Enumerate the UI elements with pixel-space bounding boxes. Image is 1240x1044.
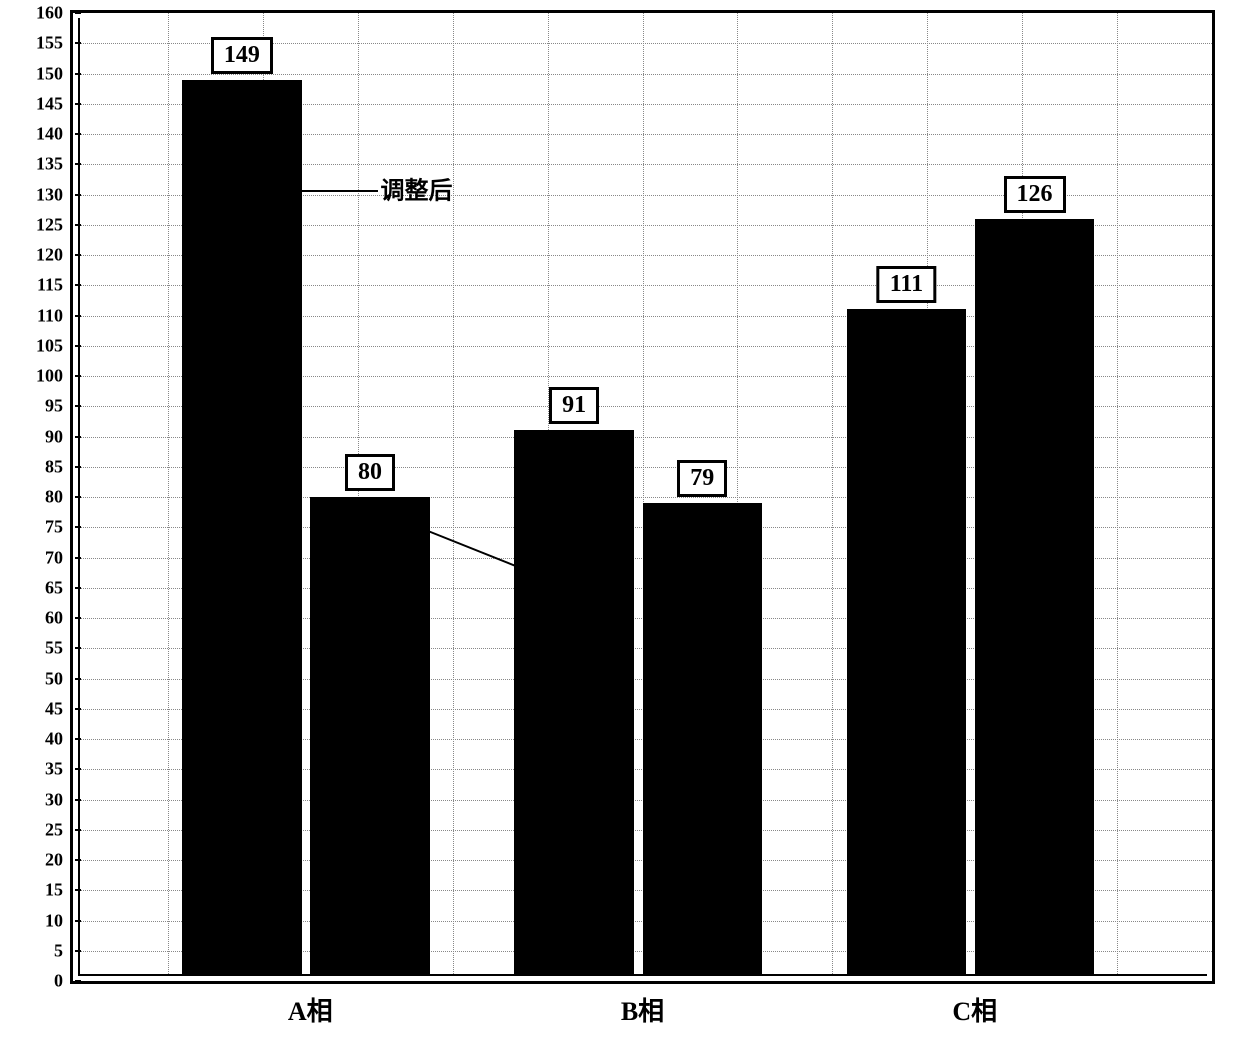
y-tick-mark xyxy=(75,859,81,861)
y-tick-label: 80 xyxy=(45,487,63,508)
gridline-v xyxy=(168,13,169,974)
bar xyxy=(643,503,763,974)
y-tick-label: 25 xyxy=(45,819,63,840)
y-tick-label: 145 xyxy=(36,93,63,114)
value-label: 91 xyxy=(549,387,599,424)
value-label: 111 xyxy=(877,266,936,303)
y-tick-label: 40 xyxy=(45,729,63,750)
bar xyxy=(514,430,634,974)
y-tick-mark xyxy=(75,678,81,680)
y-tick-mark xyxy=(75,284,81,286)
y-tick-mark xyxy=(75,768,81,770)
y-tick-mark xyxy=(75,375,81,377)
y-tick-label: 120 xyxy=(36,245,63,266)
y-tick-label: 135 xyxy=(36,154,63,175)
bar xyxy=(975,219,1095,974)
y-tick-mark xyxy=(75,950,81,952)
y-tick-mark xyxy=(75,224,81,226)
gridline-h xyxy=(80,74,1212,75)
y-tick-label: 0 xyxy=(54,971,63,992)
y-tick-mark xyxy=(75,980,81,982)
y-tick-label: 10 xyxy=(45,910,63,931)
y-tick-mark xyxy=(75,920,81,922)
y-tick-label: 75 xyxy=(45,517,63,538)
y-tick-mark xyxy=(75,42,81,44)
y-tick-label: 110 xyxy=(37,305,63,326)
value-label: 79 xyxy=(677,460,727,497)
annotation-pointer xyxy=(302,190,378,192)
x-category-label: B相 xyxy=(621,991,664,1028)
bar xyxy=(182,80,302,974)
x-category-label: C相 xyxy=(952,991,997,1028)
y-tick-label: 65 xyxy=(45,577,63,598)
plot-area: 0510152025303540455055606570758085909510… xyxy=(70,10,1215,984)
y-tick-mark xyxy=(75,647,81,649)
y-tick-label: 50 xyxy=(45,668,63,689)
y-tick-mark xyxy=(75,436,81,438)
y-tick-mark xyxy=(75,708,81,710)
chart-container: 0 5 10 15 20 25 30 35 40 45 50 55 60 65 70 75 80 85 90 95 10… xyxy=(0,0,1240,1044)
y-tick-mark xyxy=(75,73,81,75)
annotation-label: 调整前 xyxy=(551,558,623,593)
y-tick-mark xyxy=(75,315,81,317)
bar xyxy=(847,309,967,974)
y-tick-mark xyxy=(75,587,81,589)
y-tick-label: 130 xyxy=(36,184,63,205)
y-tick-mark xyxy=(75,254,81,256)
gridline-v xyxy=(1117,13,1118,974)
y-tick-label: 160 xyxy=(36,3,63,24)
y-tick-label: 70 xyxy=(45,547,63,568)
y-tick-label: 95 xyxy=(45,396,63,417)
y-tick-mark xyxy=(75,829,81,831)
y-tick-mark xyxy=(75,889,81,891)
y-tick-mark xyxy=(75,133,81,135)
y-tick-mark xyxy=(75,526,81,528)
value-label: 80 xyxy=(345,454,395,491)
y-tick-mark xyxy=(75,194,81,196)
gridline-v xyxy=(832,13,833,974)
y-tick-label: 5 xyxy=(54,940,63,961)
y-tick-label: 90 xyxy=(45,426,63,447)
x-category-label: A相 xyxy=(288,991,333,1028)
y-tick-label: 140 xyxy=(36,124,63,145)
y-tick-mark xyxy=(75,617,81,619)
annotation-label: 调整后 xyxy=(381,171,453,206)
value-label: 126 xyxy=(1004,176,1066,213)
y-tick-mark xyxy=(75,738,81,740)
y-tick-label: 85 xyxy=(45,456,63,477)
y-tick-mark xyxy=(75,103,81,105)
y-tick-mark xyxy=(75,557,81,559)
y-tick-mark xyxy=(75,405,81,407)
y-tick-label: 55 xyxy=(45,638,63,659)
y-tick-label: 125 xyxy=(36,214,63,235)
y-tick-label: 150 xyxy=(36,63,63,84)
y-tick-label: 20 xyxy=(45,850,63,871)
y-tick-label: 155 xyxy=(36,33,63,54)
y-tick-mark xyxy=(75,496,81,498)
gridline-v xyxy=(453,13,454,974)
y-tick-label: 45 xyxy=(45,698,63,719)
y-tick-label: 105 xyxy=(36,335,63,356)
y-tick-mark xyxy=(75,466,81,468)
y-tick-label: 100 xyxy=(36,366,63,387)
y-tick-label: 115 xyxy=(37,275,63,296)
value-label: 149 xyxy=(211,37,273,74)
y-tick-mark xyxy=(75,799,81,801)
y-tick-label: 15 xyxy=(45,880,63,901)
y-tick-label: 35 xyxy=(45,759,63,780)
y-tick-label: 30 xyxy=(45,789,63,810)
bar xyxy=(310,497,430,974)
y-tick-mark xyxy=(75,12,81,14)
y-tick-mark xyxy=(75,345,81,347)
y-tick-label: 60 xyxy=(45,608,63,629)
y-tick-mark xyxy=(75,163,81,165)
